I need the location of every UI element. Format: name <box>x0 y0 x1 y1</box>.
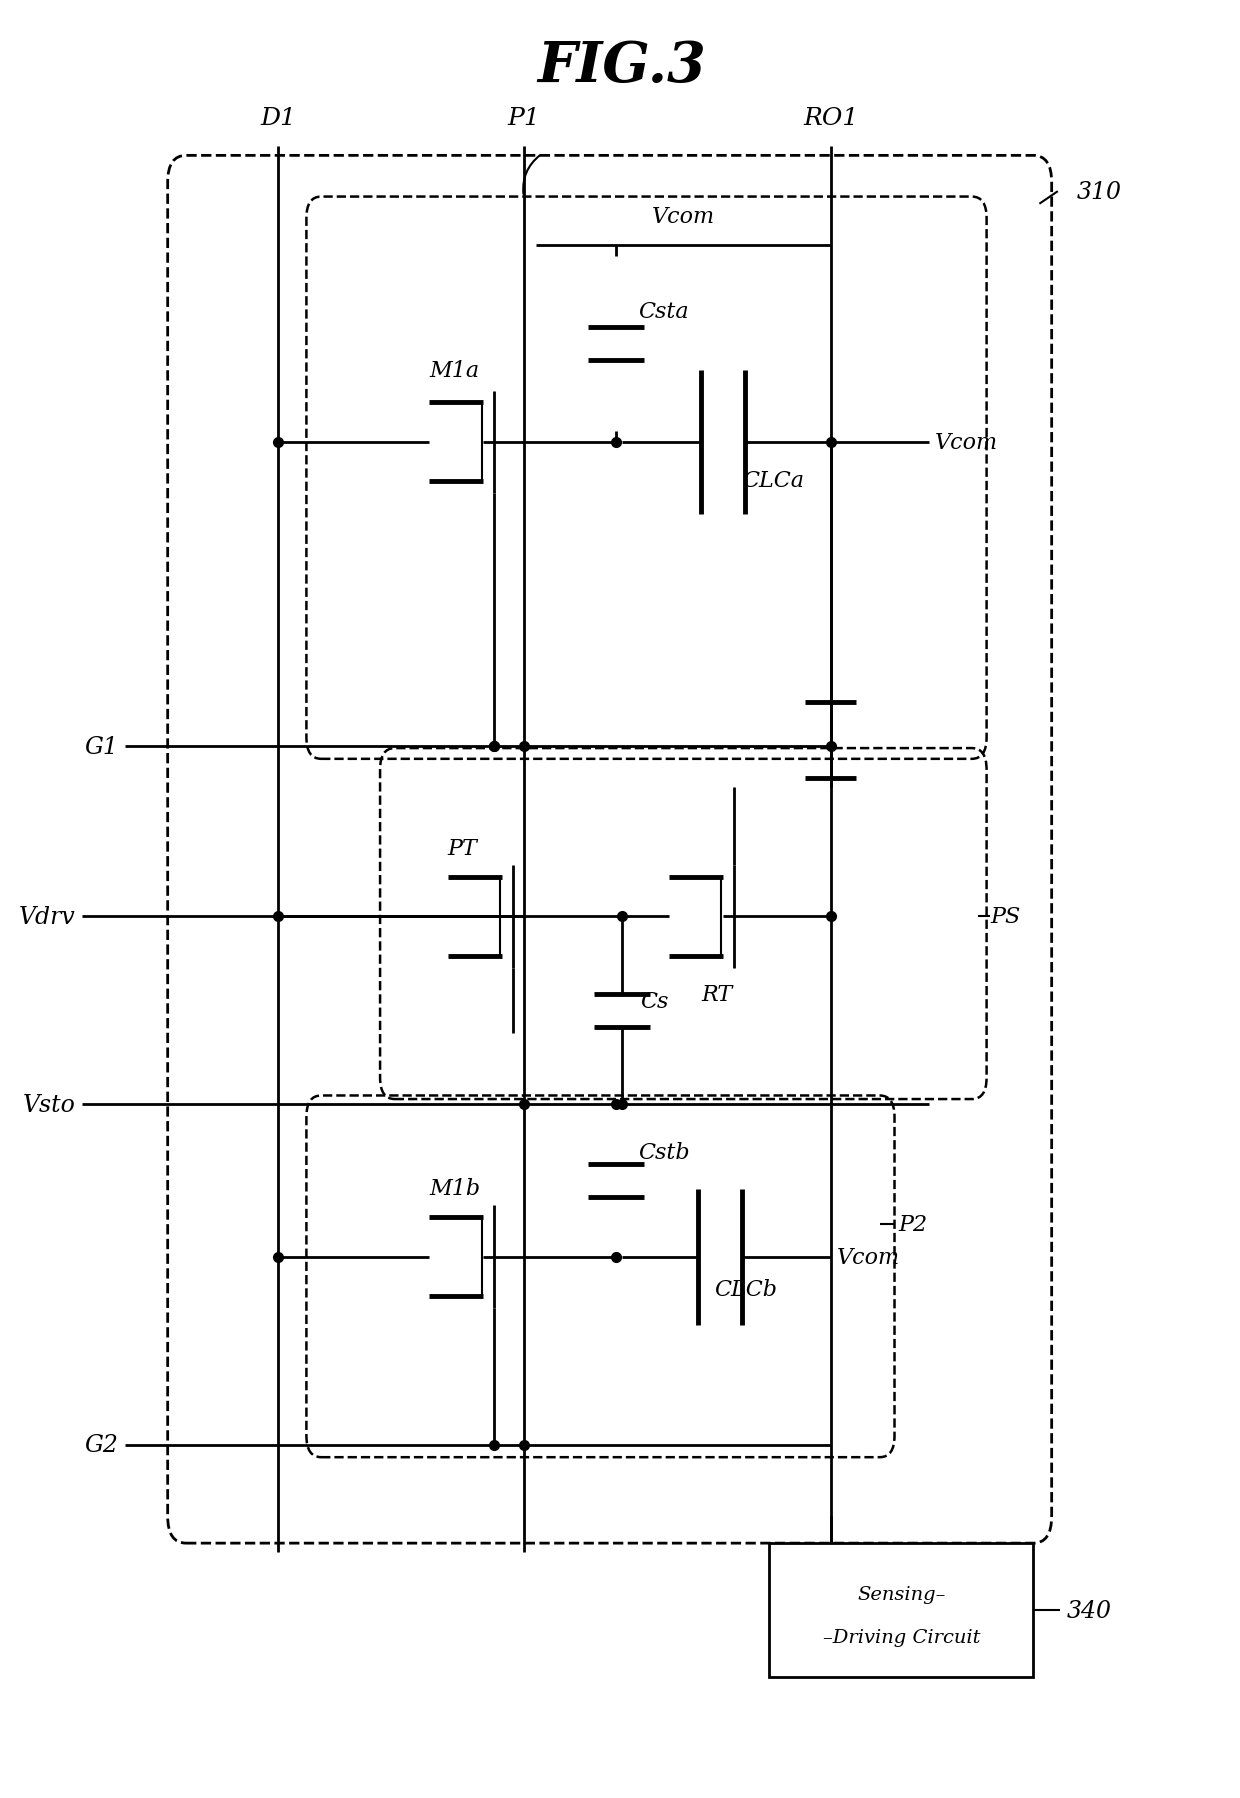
Text: Vcom: Vcom <box>935 432 998 453</box>
Text: M1b: M1b <box>429 1178 480 1199</box>
Text: FIG.3: FIG.3 <box>538 40 707 93</box>
Text: RO1: RO1 <box>804 106 858 129</box>
Text: Csta: Csta <box>637 300 688 322</box>
Bar <box>769 1543 1033 1678</box>
Text: G2: G2 <box>84 1433 119 1456</box>
Text: Cstb: Cstb <box>637 1142 689 1163</box>
Text: Vcom: Vcom <box>652 207 715 228</box>
Text: Vcom: Vcom <box>837 1246 900 1268</box>
Text: M1a: M1a <box>429 360 480 381</box>
Text: CLCa: CLCa <box>742 469 804 491</box>
Text: PS: PS <box>991 906 1021 928</box>
Text: Sensing–: Sensing– <box>857 1586 945 1604</box>
Text: Vsto: Vsto <box>22 1093 76 1117</box>
Text: Vdrv: Vdrv <box>19 906 76 928</box>
Text: PT: PT <box>448 838 477 859</box>
Text: CLCb: CLCb <box>714 1278 777 1300</box>
Text: –Driving Circuit: –Driving Circuit <box>822 1629 980 1647</box>
Text: P1: P1 <box>507 106 541 129</box>
Text: 310: 310 <box>1076 180 1121 203</box>
Text: G1: G1 <box>84 735 119 759</box>
Text: RT: RT <box>702 984 733 1005</box>
Text: 340: 340 <box>1066 1598 1111 1622</box>
Text: D1: D1 <box>260 106 296 129</box>
Text: Cs: Cs <box>640 991 668 1012</box>
Text: P2: P2 <box>898 1214 928 1235</box>
